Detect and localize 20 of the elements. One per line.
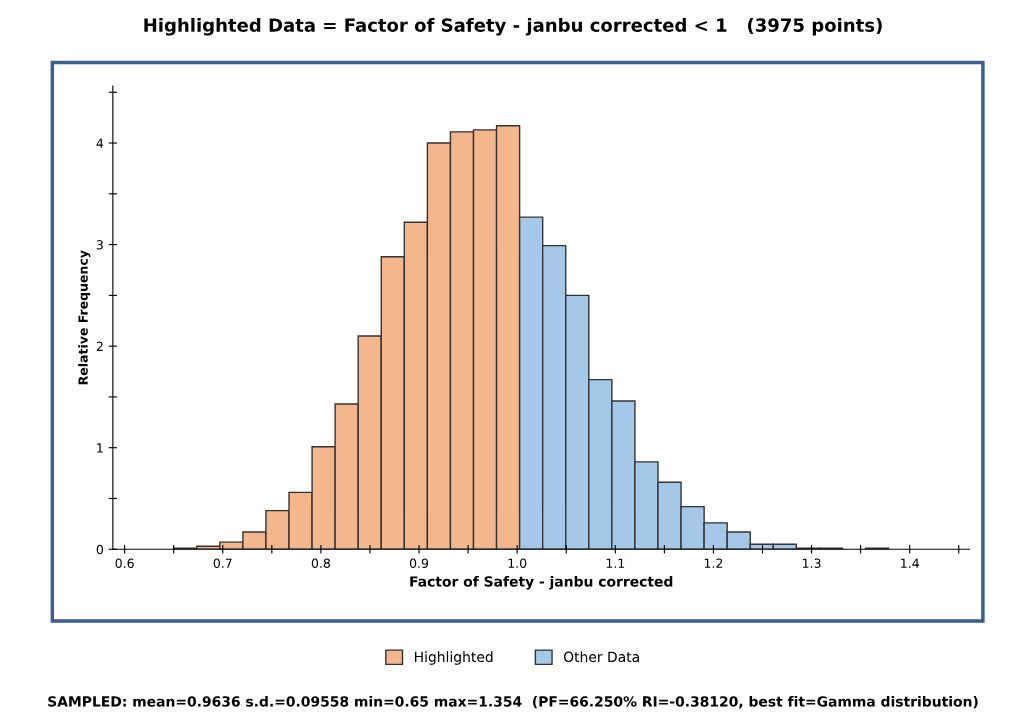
x-tick-label: 0.7 (213, 558, 232, 568)
y-tick-label: 1 (97, 443, 103, 453)
x-tick-label: 1.1 (606, 558, 625, 568)
x-tick-label: 1.4 (901, 558, 919, 568)
x-tick-label: 1.2 (704, 558, 723, 568)
y-tick-label: 0 (96, 544, 103, 555)
y-tick-label: 4 (96, 138, 104, 148)
x-tick-label: 0.8 (311, 558, 330, 568)
x-tick-label: 1.0 (508, 558, 527, 568)
legend-label: Highlighted (414, 651, 493, 665)
x-tick-label: 0.9 (409, 558, 429, 568)
x-axis-title: Factor of Safety - janbu corrected (410, 575, 673, 590)
legend-label: Other Data (563, 651, 639, 663)
x-tick-label: 1.3 (803, 558, 821, 568)
x-tick-label: 0.6 (115, 558, 134, 568)
chart-title: Highlighted Data = Factor of Safety - janbu corrected < 1 (3975 points) (144, 17, 882, 36)
y-tick-label: 3 (96, 240, 103, 250)
y-axis-title: Relative Frequency (78, 250, 91, 385)
y-tick-label: 2 (96, 341, 103, 351)
text: SAMPLED: mean=0.9636 s.d.=0.09558 min=0.65 max=1.354 (PF=66.250% RI=-0.38120, best fit=Gamma distribution) (48, 695, 978, 709)
